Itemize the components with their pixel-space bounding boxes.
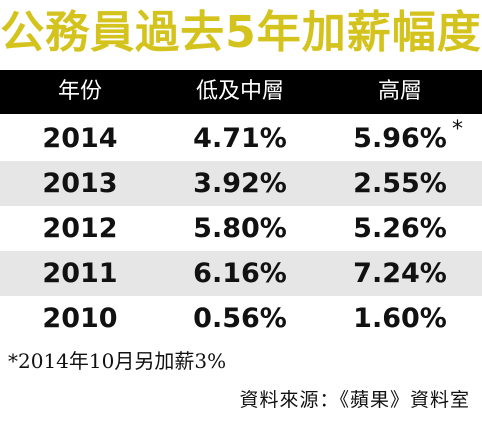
cell-low-mid: 3.92% [193,168,287,199]
cell-low-mid: 0.56% [193,303,287,334]
table-header: 年份 低及中層 高層 [0,70,482,114]
cell-year: 2012 [42,213,118,244]
cell-high: 5.26% [353,213,447,244]
cell-high: 2.55% [353,168,447,199]
cell-high: 7.24% [353,258,447,289]
cell-year: 2013 [42,168,118,199]
cell-year: 2010 [42,303,118,334]
cell-low-mid: 5.80% [193,213,287,244]
cell-year: 2014 [42,123,118,154]
source-note: 資料來源：《蘋果》資料室 [239,389,470,411]
table-row: 2011 6.16% 7.24% [0,251,482,296]
column-header-high: 高層 [377,79,422,104]
footnote-marker: * [452,117,463,142]
column-header-low-mid: 低及中層 [195,79,284,104]
table-row: 2010 0.56% 1.60% [0,296,482,341]
column-header-year: 年份 [57,79,102,104]
chart-title: 公務員過去5年加薪幅度 [0,7,482,58]
cell-low-mid: 6.16% [193,258,287,289]
cell-year: 2011 [42,258,118,289]
footnote: *2014年10月另加薪3% [8,349,227,373]
table-row: 2013 3.92% 2.55% [0,161,482,206]
table-row: 2014 4.71% 5.96% * [0,116,482,161]
cell-high: 1.60% [353,303,447,334]
cell-high: 5.96% [353,123,447,154]
table-row: 2012 5.80% 5.26% [0,206,482,251]
cell-low-mid: 4.71% [193,123,287,154]
